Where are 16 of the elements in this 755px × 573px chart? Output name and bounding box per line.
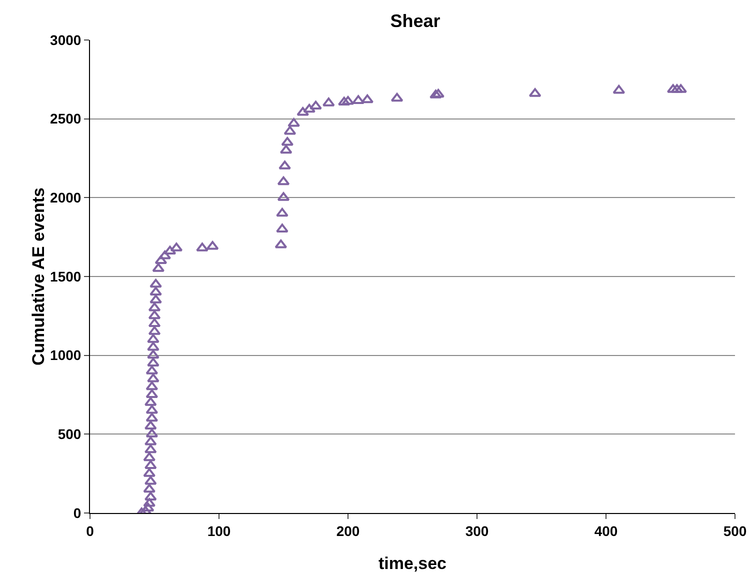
x-tick-label: 500 — [723, 522, 747, 539]
y-axis-title: Cumulative AE events — [29, 188, 48, 366]
y-tick-label: 1000 — [50, 347, 82, 364]
y-tick-label: 0 — [73, 504, 82, 521]
x-tick-label: 200 — [336, 522, 360, 539]
x-axis-title: time,sec — [378, 554, 447, 573]
y-tick-label: 3000 — [50, 32, 82, 48]
y-tick-label: 500 — [58, 426, 82, 442]
y-tick-label: 1500 — [50, 268, 82, 284]
y-tick-label: 2500 — [50, 110, 82, 127]
x-tick-label: 100 — [207, 522, 231, 539]
x-tick-label: 0 — [86, 522, 94, 539]
x-tick-label: 400 — [594, 522, 618, 539]
x-tick-label: 300 — [465, 522, 489, 539]
y-tick-label: 2000 — [50, 190, 82, 206]
chart-title: Shear — [390, 10, 440, 31]
